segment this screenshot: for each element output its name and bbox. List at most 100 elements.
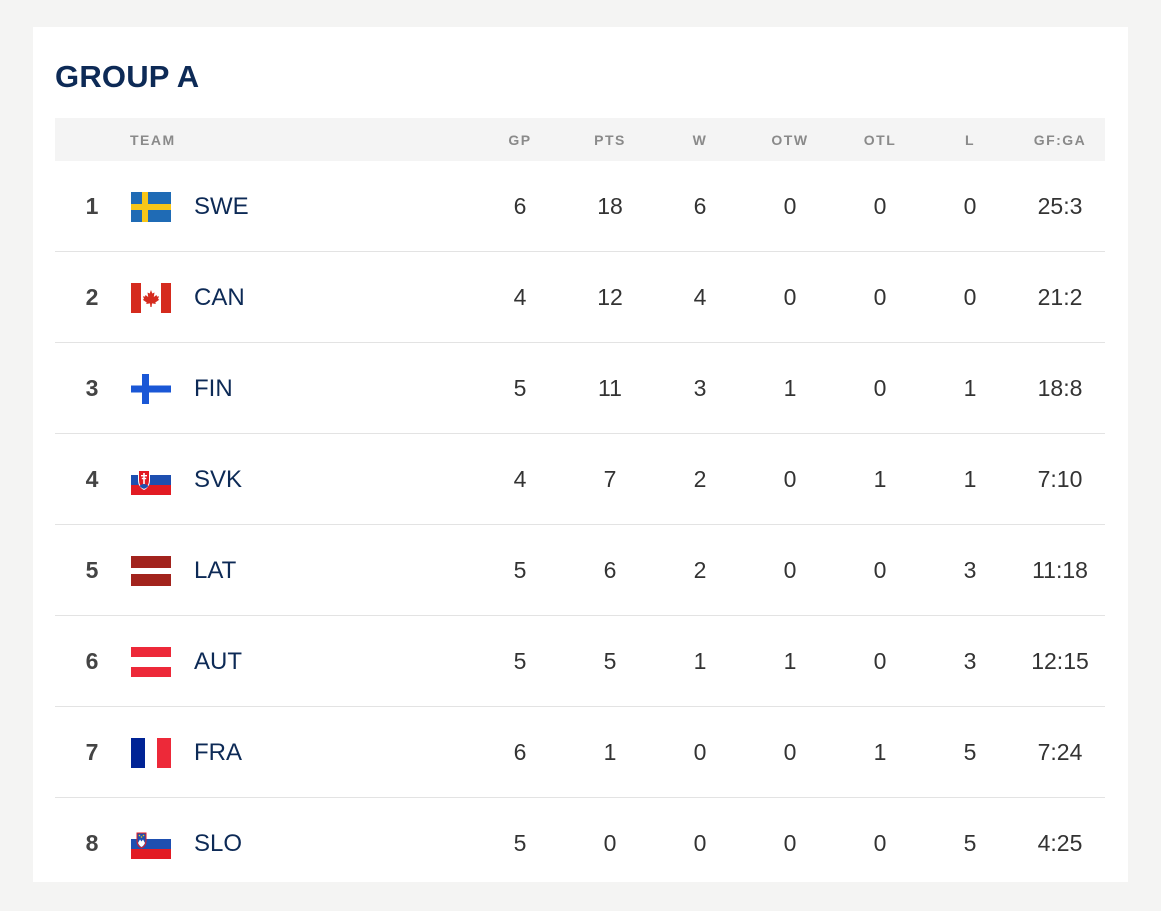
goals-for-against: 7:24 xyxy=(1037,739,1083,765)
team-name[interactable]: FIN xyxy=(194,375,233,402)
rank: 3 xyxy=(85,375,99,401)
losses: 5 xyxy=(963,739,977,765)
overtime-losses: 0 xyxy=(873,284,887,310)
overtime-wins: 1 xyxy=(783,375,797,401)
points: 5 xyxy=(603,648,617,674)
games-played: 4 xyxy=(513,284,527,310)
wins: 6 xyxy=(693,193,707,219)
table-header: TEAM GP PTS W OTW OTL L GF:GA xyxy=(55,118,1105,161)
games-played: 5 xyxy=(513,557,527,583)
rank: 2 xyxy=(85,284,99,310)
losses: 5 xyxy=(963,830,977,856)
standings-card: GROUP A TEAM GP PTS W OTW OTL L GF:GA 1 … xyxy=(33,27,1128,882)
rank: 1 xyxy=(85,193,99,219)
table-body: 1 SWE 6 18 6 0 0 0 25:3 2 CAN 4 xyxy=(55,161,1105,888)
flag-finland-icon xyxy=(131,374,171,404)
overtime-losses: 0 xyxy=(873,375,887,401)
rank: 4 xyxy=(85,466,99,492)
team-name[interactable]: CAN xyxy=(194,284,245,311)
flag-slovenia-icon xyxy=(131,829,171,859)
wins: 2 xyxy=(693,557,707,583)
rank: 5 xyxy=(85,557,99,583)
team-name[interactable]: LAT xyxy=(194,557,237,584)
games-played: 5 xyxy=(513,375,527,401)
points: 12 xyxy=(597,284,623,310)
overtime-losses: 1 xyxy=(873,739,887,765)
points: 7 xyxy=(603,466,617,492)
overtime-wins: 0 xyxy=(783,466,797,492)
table-row[interactable]: 8 SLO 5 0 0 0 0 5 4:25 xyxy=(55,798,1105,888)
losses: 1 xyxy=(963,466,977,492)
games-played: 5 xyxy=(513,648,527,674)
flag-austria-icon xyxy=(131,647,171,677)
overtime-wins: 0 xyxy=(783,193,797,219)
overtime-wins: 1 xyxy=(783,648,797,674)
points: 1 xyxy=(603,739,617,765)
goals-for-against: 4:25 xyxy=(1037,830,1083,856)
wins: 3 xyxy=(693,375,707,401)
header-otl: OTL xyxy=(863,132,897,148)
overtime-losses: 0 xyxy=(873,830,887,856)
goals-for-against: 25:3 xyxy=(1037,193,1083,219)
overtime-wins: 0 xyxy=(783,739,797,765)
header-gfga: GF:GA xyxy=(1033,132,1087,148)
points: 6 xyxy=(603,557,617,583)
overtime-wins: 0 xyxy=(783,284,797,310)
losses: 3 xyxy=(963,557,977,583)
rank: 8 xyxy=(85,830,99,856)
table-row[interactable]: 2 CAN 4 12 4 0 0 0 21:2 xyxy=(55,252,1105,343)
points: 18 xyxy=(597,193,623,219)
table-row[interactable]: 7 FRA 6 1 0 0 1 5 7:24 xyxy=(55,707,1105,798)
team-name[interactable]: SLO xyxy=(194,830,243,857)
games-played: 6 xyxy=(513,193,527,219)
header-team: TEAM xyxy=(130,132,176,148)
group-title: GROUP A xyxy=(55,59,200,94)
wins: 0 xyxy=(693,739,707,765)
standings-table: TEAM GP PTS W OTW OTL L GF:GA 1 SWE 6 18… xyxy=(55,118,1105,888)
rank: 7 xyxy=(85,739,99,765)
overtime-losses: 0 xyxy=(873,648,887,674)
overtime-losses: 1 xyxy=(873,466,887,492)
table-row[interactable]: 4 SVK 4 7 2 0 1 1 7:10 xyxy=(55,434,1105,525)
games-played: 4 xyxy=(513,466,527,492)
wins: 2 xyxy=(693,466,707,492)
table-row[interactable]: 6 AUT 5 5 1 1 0 3 12:15 xyxy=(55,616,1105,707)
team-name[interactable]: AUT xyxy=(194,648,242,675)
flag-france-icon xyxy=(131,738,171,768)
wins: 0 xyxy=(693,830,707,856)
header-otw: OTW xyxy=(771,132,809,148)
goals-for-against: 11:18 xyxy=(1032,557,1088,583)
table-row[interactable]: 5 LAT 5 6 2 0 0 3 11:18 xyxy=(55,525,1105,616)
games-played: 5 xyxy=(513,830,527,856)
wins: 1 xyxy=(693,648,707,674)
flag-latvia-icon xyxy=(131,556,171,586)
flag-sweden-icon xyxy=(131,192,171,222)
losses: 0 xyxy=(963,193,977,219)
points: 0 xyxy=(603,830,617,856)
overtime-losses: 0 xyxy=(873,193,887,219)
team-name[interactable]: FRA xyxy=(194,739,242,766)
wins: 4 xyxy=(693,284,707,310)
header-l: L xyxy=(964,132,976,148)
games-played: 6 xyxy=(513,739,527,765)
header-pts: PTS xyxy=(594,132,626,148)
table-row[interactable]: 3 FIN 5 11 3 1 0 1 18:8 xyxy=(55,343,1105,434)
overtime-losses: 0 xyxy=(873,557,887,583)
rank: 6 xyxy=(85,648,99,674)
goals-for-against: 7:10 xyxy=(1037,466,1083,492)
header-w: W xyxy=(692,132,708,148)
losses: 0 xyxy=(963,284,977,310)
losses: 3 xyxy=(963,648,977,674)
flag-canada-icon xyxy=(131,283,171,313)
flag-slovakia-icon xyxy=(131,465,171,495)
overtime-wins: 0 xyxy=(783,557,797,583)
team-name[interactable]: SVK xyxy=(194,466,243,493)
team-name[interactable]: SWE xyxy=(194,193,249,220)
table-row[interactable]: 1 SWE 6 18 6 0 0 0 25:3 xyxy=(55,161,1105,252)
overtime-wins: 0 xyxy=(783,830,797,856)
header-gp: GP xyxy=(508,132,532,148)
points: 11 xyxy=(598,375,622,401)
goals-for-against: 12:15 xyxy=(1031,648,1089,674)
goals-for-against: 18:8 xyxy=(1037,375,1083,401)
losses: 1 xyxy=(963,375,977,401)
